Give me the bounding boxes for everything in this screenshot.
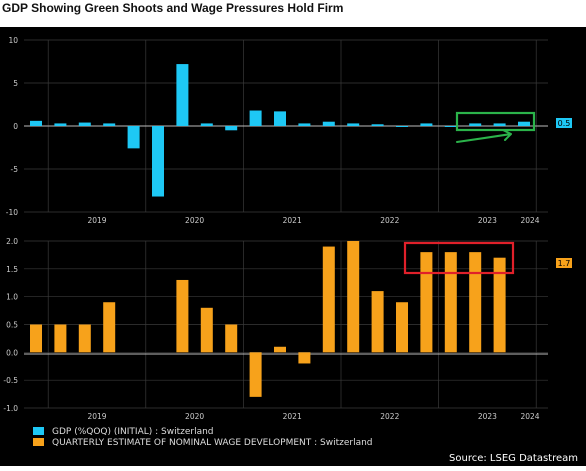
gdp-bar <box>420 123 433 126</box>
gdp-bar <box>30 120 42 126</box>
wage-bar <box>420 252 433 353</box>
wage-x-tick-label: 2022 <box>380 412 399 421</box>
gdp-bars <box>30 64 530 197</box>
legend-wage-swatch <box>33 438 44 446</box>
green-highlight-box <box>455 111 536 132</box>
wage-y-tick-label: 2.0 <box>6 237 18 246</box>
wage-x-tick-label: 2021 <box>283 412 302 421</box>
wage-bar <box>78 324 91 353</box>
wage-y-tick-label: 0.5 <box>6 321 18 330</box>
wage-bar <box>347 241 360 353</box>
gdp-last-value-label: 0.5 <box>558 119 571 128</box>
gdp-bar <box>322 121 335 126</box>
wage-last-value-badge <box>556 258 572 268</box>
wage-bar <box>322 246 335 353</box>
wage-x-axis: 2019 2020 2021 2022 2023 2024 <box>87 412 539 421</box>
wage-bar <box>274 346 286 353</box>
wage-y-axis: 2.0 1.5 1.0 0.5 0.0 -0.5 -1.0 <box>3 237 18 413</box>
legend-wage-label: QUARTERLY ESTIMATE OF NOMINAL WAGE DEVEL… <box>52 438 373 448</box>
wage-y-tick-label: -1.0 <box>3 404 18 413</box>
legend-gdp-swatch <box>33 427 44 435</box>
gdp-y-tick-label: 5 <box>13 79 18 88</box>
gdp-bar <box>127 126 140 149</box>
wage-bar <box>493 257 506 353</box>
wage-bars <box>30 241 506 397</box>
gdp-bar <box>78 122 91 126</box>
wage-bar <box>200 307 213 353</box>
gdp-x-tick-label: 2020 <box>185 216 204 225</box>
wage-bar <box>444 252 457 353</box>
gdp-x-tick-label: 2022 <box>380 216 399 225</box>
gdp-bar <box>54 123 67 126</box>
wage-y-tick-label: 0.0 <box>6 348 18 357</box>
wage-x-tick-label: 2019 <box>87 412 106 421</box>
gdp-bar <box>200 123 213 126</box>
wage-x-tick-label: 2023 <box>478 412 497 421</box>
gdp-bar <box>176 64 189 126</box>
source-label: Source: LSEG Datastream <box>449 453 578 464</box>
wage-y-tick-label: -0.5 <box>3 376 18 385</box>
gdp-bar <box>274 111 286 126</box>
gdp-bar <box>518 121 530 126</box>
gdp-y-axis: 10 5 0 -5 -10 <box>6 36 18 217</box>
wage-bar <box>54 324 67 353</box>
gdp-y-tick-label: -10 <box>6 208 18 217</box>
gdp-bar <box>249 110 262 126</box>
wage-bar <box>176 279 189 353</box>
gdp-x-tick-label: 2023 <box>478 216 497 225</box>
wage-bar <box>249 352 262 397</box>
chart-panel: 10 5 0 -5 -10 2019 2020 2021 2022 2023 2024 0.5 2… <box>0 27 586 466</box>
wage-y-tick-label: 1.5 <box>6 265 18 274</box>
gdp-bar <box>396 126 408 127</box>
gdp-bar <box>298 123 311 126</box>
gdp-bar <box>469 123 482 126</box>
wage-bar <box>371 291 384 353</box>
gdp-x-tick-label: 2019 <box>87 216 106 225</box>
wage-bar <box>298 352 311 364</box>
gdp-last-value-badge <box>556 118 572 128</box>
wage-last-value-label: 1.7 <box>558 259 571 268</box>
gdp-x-axis: 2019 2020 2021 2022 2023 2024 <box>87 216 539 225</box>
wage-bar <box>103 302 116 353</box>
wage-bar <box>30 324 42 353</box>
chart-canvas: 10 5 0 -5 -10 2019 2020 2021 2022 2023 2024 0.5 2… <box>3 36 578 464</box>
gdp-y-tick-label: -5 <box>11 165 19 174</box>
gdp-x-tick-label: 2024 <box>520 216 539 225</box>
gdp-y-tick-label: 10 <box>8 36 18 45</box>
gdp-y-tick-label: 0 <box>13 122 18 131</box>
page-title: GDP Showing Green Shoots and Wage Pressu… <box>2 1 344 15</box>
gdp-bar <box>347 123 360 126</box>
wage-x-tick-label: 2024 <box>520 412 539 421</box>
wage-x-tick-label: 2020 <box>185 412 204 421</box>
legend-gdp-label: GDP (%QOQ) (INITIAL) : Switzerland <box>52 427 214 437</box>
wage-bar <box>396 302 408 353</box>
gdp-bar <box>103 123 116 126</box>
gdp-bar <box>371 124 384 126</box>
gdp-bar <box>225 126 238 131</box>
green-arrow-icon <box>456 129 512 143</box>
wage-y-tick-label: 1.0 <box>6 293 18 302</box>
red-highlight-box <box>403 241 515 275</box>
gdp-bar <box>152 126 164 197</box>
wage-bar <box>225 324 238 353</box>
gdp-bar <box>444 126 457 127</box>
gdp-bar <box>493 123 506 126</box>
gdp-x-tick-label: 2021 <box>283 216 302 225</box>
wage-bar <box>469 252 482 353</box>
